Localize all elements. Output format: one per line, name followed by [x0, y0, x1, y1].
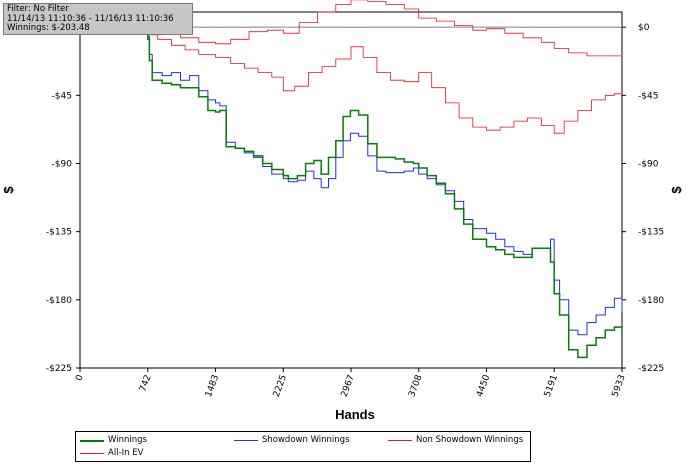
y-tick-label-right: -$225	[638, 364, 664, 374]
y-tick-label-left: -$225	[46, 364, 72, 374]
winnings-total-label: Winnings: $-203.48	[7, 23, 90, 34]
x-axis: 0 742 1483 2225 2967 3708 4450 5191 5933	[74, 368, 628, 399]
series-layer	[80, 0, 623, 359]
legend-swatch-non-showdown	[388, 440, 412, 441]
x-tick-label: 4450	[475, 373, 492, 398]
filter-label: Filter: No Filter	[7, 4, 69, 14]
y-axis-left: $0-$45-$90-$135-$180-$225	[46, 23, 80, 374]
x-tick-label: 3708	[407, 373, 424, 398]
y-tick-label-left: -$45	[52, 91, 72, 101]
legend-item-allin-ev: All-In EV	[80, 447, 230, 459]
y-axis-title-right: $	[669, 186, 684, 194]
x-tick-label: 2225	[272, 374, 289, 399]
legend-label-winnings: Winnings	[108, 435, 147, 445]
legend-swatch-showdown	[234, 440, 258, 441]
x-tick-label: 5191	[543, 374, 560, 399]
legend-label-showdown: Showdown Winnings	[262, 435, 350, 445]
legend-item-winnings: Winnings	[80, 434, 230, 446]
y-tick-label-right: -$45	[638, 91, 658, 101]
x-tick-label: 742	[138, 374, 153, 394]
legend: Winnings Showdown Winnings Non Showdown …	[75, 431, 531, 462]
y-tick-label-left: -$180	[46, 296, 72, 306]
legend-item-non-showdown: Non Showdown Winnings	[388, 434, 528, 446]
filter-info-box: Filter: No Filter 11/14/13 11:10:36 - 11…	[3, 3, 193, 35]
y-axis-right: $0 -$45 -$90 -$135 -$180 -$225	[622, 23, 664, 374]
y-tick-label-right: $0	[638, 23, 650, 33]
plot-area	[79, 11, 623, 369]
date-range-label: 11/14/13 11:10:36 - 11/16/13 11:10:36	[7, 13, 174, 24]
y-tick-label-right: -$135	[638, 228, 664, 238]
y-axis-title-left: $	[1, 186, 16, 194]
legend-swatch-winnings	[80, 440, 104, 442]
x-tick-label: 0	[74, 373, 85, 382]
legend-swatch-allin-ev	[80, 453, 104, 454]
x-axis-title: Hands	[335, 407, 375, 422]
legend-item-showdown: Showdown Winnings	[234, 434, 384, 446]
legend-label-allin-ev: All-In EV	[108, 448, 144, 458]
series-line-winnings	[80, 17, 623, 359]
x-tick-label: 2967	[340, 374, 357, 399]
y-tick-label-right: -$180	[638, 296, 664, 306]
y-tick-label-left: -$90	[52, 159, 73, 169]
y-tick-label-left: -$135	[46, 228, 72, 238]
x-tick-label: 1483	[204, 374, 221, 399]
series-line-non-showdown-winnings	[80, 26, 623, 134]
x-tick-label: 5933	[611, 374, 628, 399]
y-tick-label-right: -$90	[638, 159, 659, 169]
legend-label-non-showdown: Non Showdown Winnings	[416, 435, 524, 445]
